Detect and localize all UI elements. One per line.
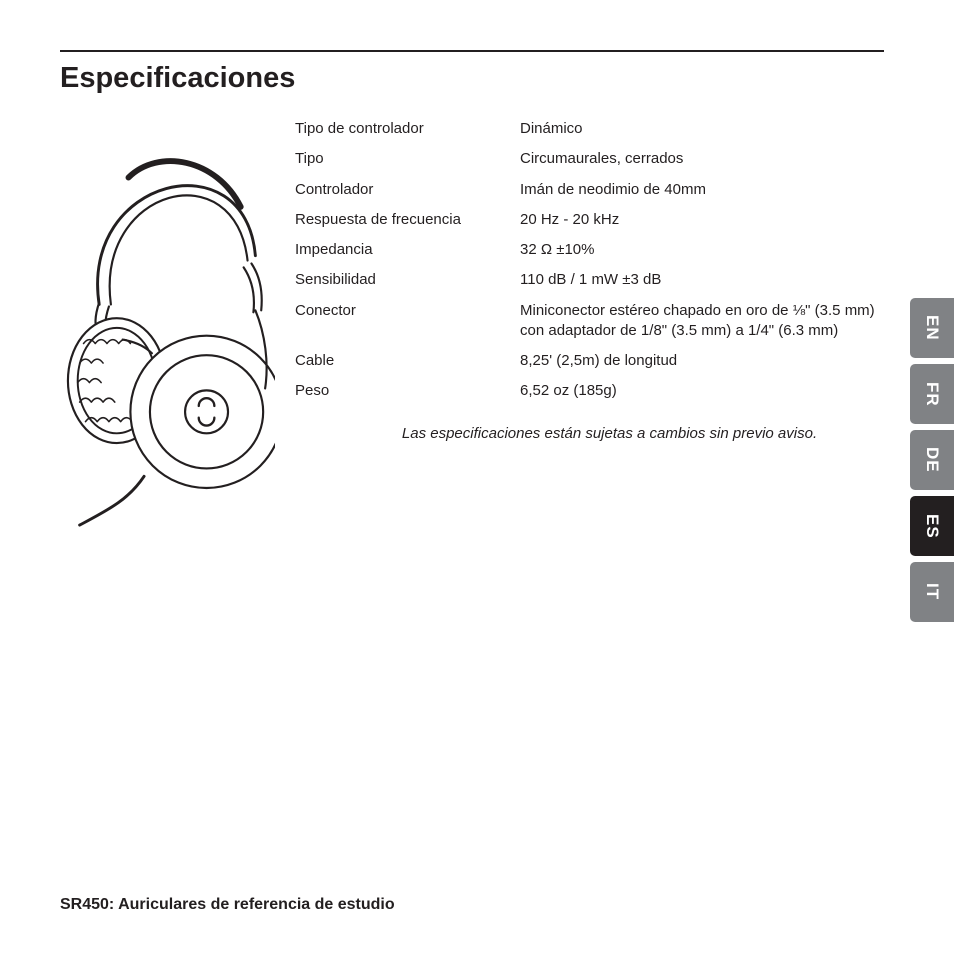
spec-label: Respuesta de frecuencia xyxy=(295,210,520,230)
lang-tab-es[interactable]: ES xyxy=(910,496,954,556)
spec-label: Tipo de controlador xyxy=(295,119,520,139)
spec-value: 20 Hz - 20 kHz xyxy=(520,210,884,230)
lang-tab-de[interactable]: DE xyxy=(910,430,954,490)
spec-row: Impedancia32 Ω ±10% xyxy=(295,240,884,260)
spec-value: Miniconector estéreo chapado en oro de ⅛… xyxy=(520,301,884,342)
spec-row: TipoCircumaurales, cerrados xyxy=(295,149,884,169)
spec-label: Tipo xyxy=(295,149,520,169)
spec-label: Conector xyxy=(295,301,520,342)
spec-row: ControladorImán de neodimio de 40mm xyxy=(295,180,884,200)
spec-label: Peso xyxy=(295,381,520,401)
spec-label: Impedancia xyxy=(295,240,520,260)
spec-label: Controlador xyxy=(295,180,520,200)
spec-value: Dinámico xyxy=(520,119,884,139)
language-tabs: ENFRDEESIT xyxy=(910,298,954,628)
spec-row: Respuesta de frecuencia20 Hz - 20 kHz xyxy=(295,210,884,230)
spec-row: Cable8,25' (2,5m) de longitud xyxy=(295,351,884,371)
headphones-illustration xyxy=(60,119,275,534)
lang-tab-it[interactable]: IT xyxy=(910,562,954,622)
spec-value: 6,52 oz (185g) xyxy=(520,381,884,401)
spec-value: 110 dB / 1 mW ±3 dB xyxy=(520,270,884,290)
spec-label: Cable xyxy=(295,351,520,371)
spec-value: Circumaurales, cerrados xyxy=(520,149,884,169)
lang-tab-fr[interactable]: FR xyxy=(910,364,954,424)
spec-row: Peso6,52 oz (185g) xyxy=(295,381,884,401)
spec-row: Tipo de controladorDinámico xyxy=(295,119,884,139)
top-rule xyxy=(60,50,884,52)
spec-value: Imán de neodimio de 40mm xyxy=(520,180,884,200)
product-footer: SR450: Auriculares de referencia de estu… xyxy=(60,896,395,914)
spec-row: ConectorMiniconector estéreo chapado en … xyxy=(295,301,884,342)
spec-row: Sensibilidad110 dB / 1 mW ±3 dB xyxy=(295,270,884,290)
lang-tab-en[interactable]: EN xyxy=(910,298,954,358)
manual-page: Especificaciones xyxy=(0,0,954,954)
page-title: Especificaciones xyxy=(60,62,884,95)
spec-label: Sensibilidad xyxy=(295,270,520,290)
spec-table: Tipo de controladorDinámicoTipoCircumaur… xyxy=(295,119,884,534)
spec-note: Las especificaciones están sujetas a cam… xyxy=(295,424,884,444)
headphones-icon xyxy=(60,119,275,529)
spec-value: 8,25' (2,5m) de longitud xyxy=(520,351,884,371)
spec-value: 32 Ω ±10% xyxy=(520,240,884,260)
content-row: Tipo de controladorDinámicoTipoCircumaur… xyxy=(60,119,884,534)
